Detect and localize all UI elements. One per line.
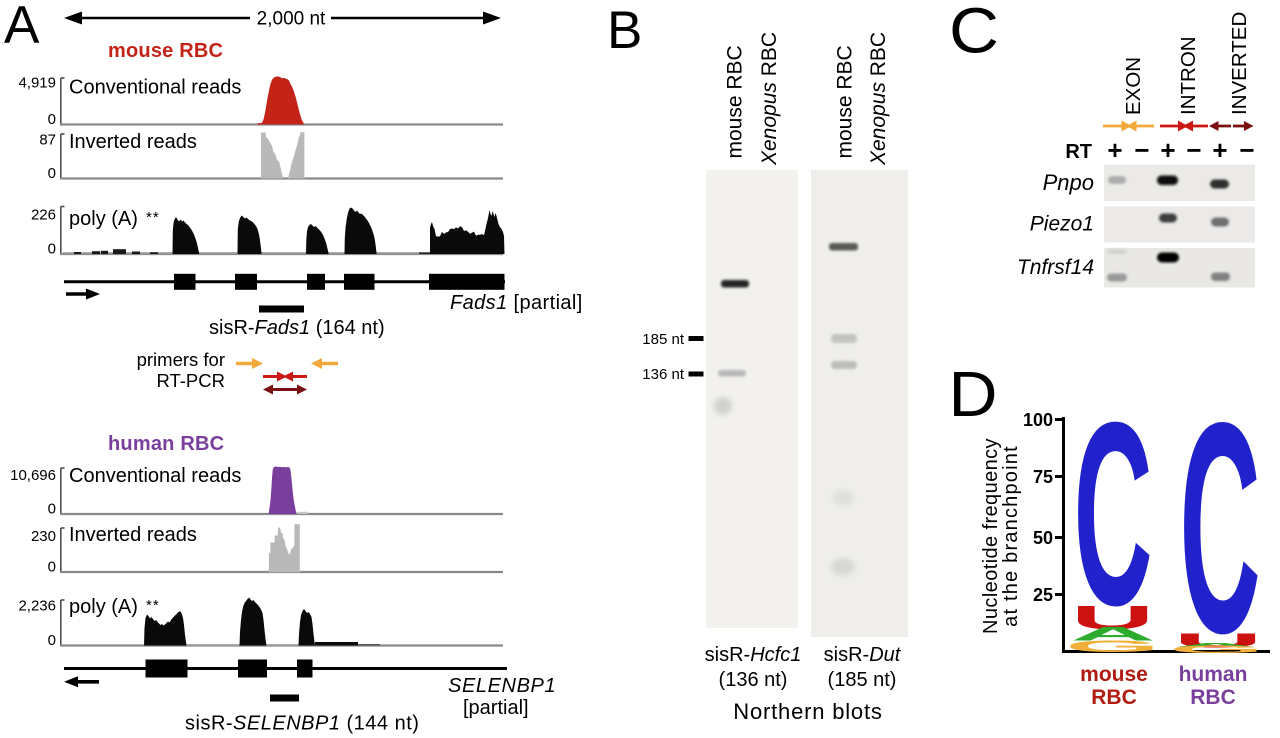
svg-text:sisR-Hcfc1: sisR-Hcfc1 [705,644,802,666]
svg-text:0: 0 [48,501,56,518]
svg-text:G: G [1065,637,1160,656]
svg-text:human RBC: human RBC [108,433,224,455]
svg-text:2,000 nt: 2,000 nt [257,9,326,30]
svg-text:RT: RT [1065,141,1092,163]
svg-text:human: human [1179,663,1248,686]
svg-text:Inverted reads: Inverted reads [69,524,197,546]
svg-text:INVERTED: INVERTED [1228,12,1251,115]
svg-text:0: 0 [48,632,56,649]
svg-text:D: D [949,358,998,430]
svg-text:+: + [1160,135,1175,165]
svg-text:EXON: EXON [1122,57,1145,115]
svg-text:(136 nt): (136 nt) [719,669,788,691]
svg-text:A: A [1070,622,1155,644]
svg-text:RBC: RBC [1091,686,1137,709]
svg-text:SELENBP1: SELENBP1 [448,675,556,697]
svg-text:Xenopus RBC: Xenopus RBC [867,32,890,166]
svg-text:−: − [1239,135,1254,165]
svg-text:185 nt: 185 nt [642,331,685,348]
svg-text:mouse RBC: mouse RBC [724,45,747,158]
svg-text:[partial]: [partial] [463,697,529,719]
svg-text:primers for: primers for [137,349,225,370]
svg-text:Northern blots: Northern blots [733,699,882,724]
svg-text:at the branchpoint: at the branchpoint [1000,445,1022,627]
svg-text:Xenopus RBC: Xenopus RBC [758,32,781,166]
svg-text:C: C [1074,369,1153,660]
svg-text:INTRON: INTRON [1177,36,1200,115]
svg-text:25: 25 [1033,585,1053,605]
svg-text:0: 0 [48,111,56,128]
svg-text:poly (A): poly (A) [69,208,138,230]
svg-text:100: 100 [1023,410,1053,430]
svg-text:230: 230 [31,528,56,545]
svg-text:U: U [1071,599,1154,636]
svg-text:RBC: RBC [1190,686,1236,709]
svg-text:Nucleotide frequency: Nucleotide frequency [980,438,1002,634]
svg-text:Conventional reads: Conventional reads [69,465,241,487]
svg-text:136 nt: 136 nt [642,366,685,383]
svg-text:50: 50 [1033,528,1053,548]
svg-text:RT-PCR: RT-PCR [156,370,225,391]
svg-text:C: C [1180,360,1261,695]
svg-text:+: + [1212,135,1227,165]
svg-text:(185 nt): (185 nt) [828,669,897,691]
svg-text:Piezo1: Piezo1 [1030,213,1094,236]
svg-text:4,919: 4,919 [18,75,56,92]
svg-text:mouse RBC: mouse RBC [834,45,857,158]
svg-text:**: ** [146,209,160,226]
svg-text:mouse: mouse [1080,663,1148,686]
svg-text:0: 0 [48,241,56,258]
svg-text:mouse RBC: mouse RBC [108,40,223,62]
svg-text:C: C [949,0,999,67]
svg-text:G: G [1169,644,1264,656]
svg-text:75: 75 [1033,467,1053,487]
svg-text:Inverted reads: Inverted reads [69,131,197,153]
svg-text:2,236: 2,236 [18,598,56,615]
svg-text:10,696: 10,696 [10,467,56,484]
svg-text:Conventional reads: Conventional reads [69,77,241,99]
svg-text:Pnpo: Pnpo [1043,170,1094,195]
svg-text:87: 87 [39,132,56,149]
svg-text:−: − [1134,135,1149,165]
svg-text:A: A [1175,642,1257,649]
svg-text:A: A [4,0,40,55]
svg-text:U: U [1174,629,1263,652]
svg-text:226: 226 [31,207,56,224]
svg-text:+: + [1107,135,1122,165]
svg-text:**: ** [146,597,160,614]
svg-text:Fads1 [partial]: Fads1 [partial] [450,292,583,314]
svg-text:0: 0 [48,165,56,182]
svg-text:sisR-Fads1 (164 nt): sisR-Fads1 (164 nt) [209,317,385,339]
svg-text:Tnfrsf14: Tnfrsf14 [1017,256,1094,279]
svg-text:0: 0 [48,559,56,576]
svg-text:sisR-Dut: sisR-Dut [824,644,902,666]
svg-text:sisR-SELENBP1 (144 nt): sisR-SELENBP1 (144 nt) [185,713,419,735]
svg-text:poly (A): poly (A) [69,596,138,618]
svg-text:B: B [607,1,642,60]
svg-text:−: − [1186,135,1201,165]
